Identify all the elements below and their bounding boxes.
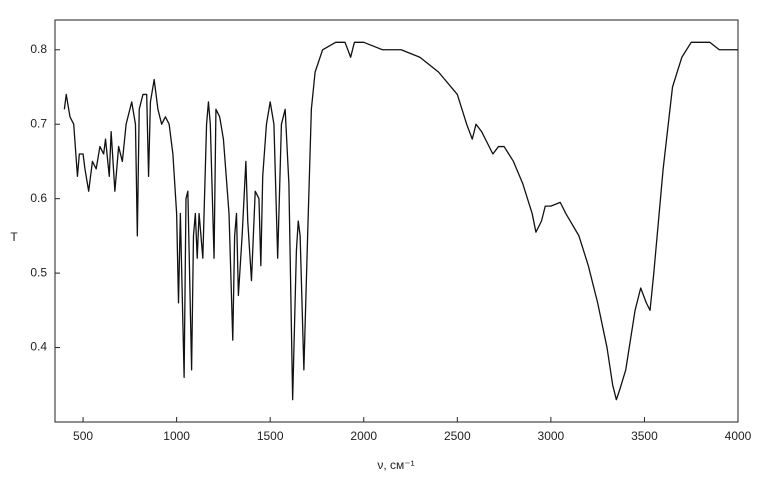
x-tick-label: 500: [73, 429, 93, 443]
y-tick-label: 0.4: [30, 340, 47, 354]
y-tick-label: 0.6: [30, 191, 47, 205]
x-tick-label: 1000: [163, 429, 190, 443]
x-tick-label: 3000: [538, 429, 565, 443]
x-tick-label: 2000: [350, 429, 377, 443]
y-tick-label: 0.7: [30, 116, 47, 130]
x-tick-label: 4000: [725, 429, 752, 443]
y-tick-label: 0.8: [30, 42, 47, 56]
spectrum-line: [63, 41, 738, 401]
x-axis-label: ν, см⁻¹: [377, 458, 414, 472]
y-axis-label: T: [10, 230, 18, 244]
x-tick-label: 2500: [444, 429, 471, 443]
plot-frame: [54, 19, 739, 423]
x-tick-label: 3500: [631, 429, 658, 443]
y-tick-label: 0.5: [30, 265, 47, 279]
x-tick-label: 1500: [257, 429, 284, 443]
